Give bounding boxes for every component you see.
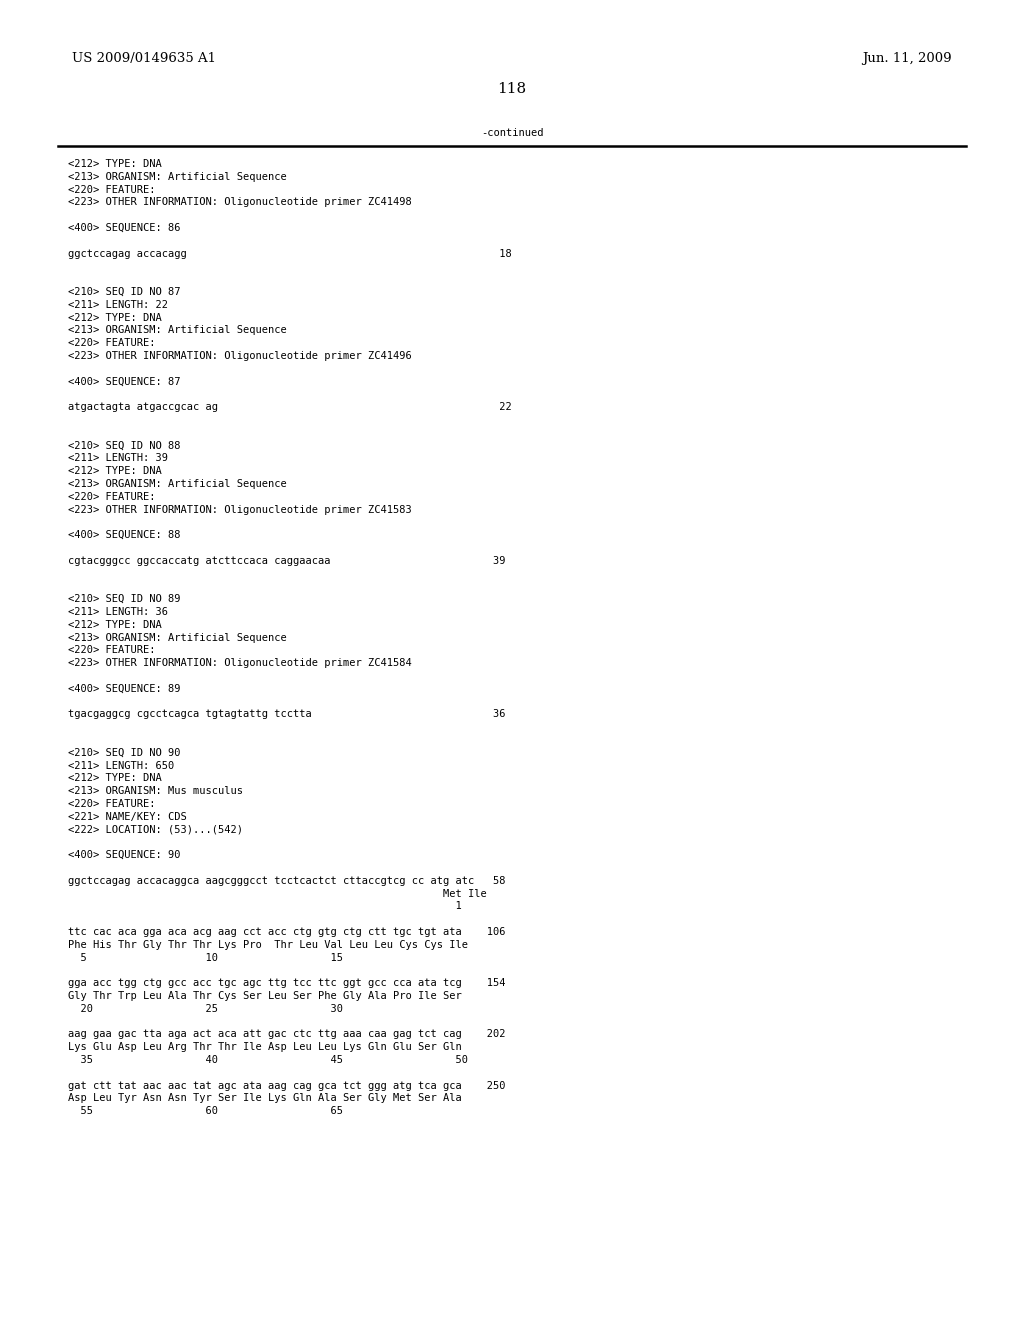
Text: <220> FEATURE:: <220> FEATURE: (68, 645, 156, 656)
Text: 118: 118 (498, 82, 526, 96)
Text: <400> SEQUENCE: 86: <400> SEQUENCE: 86 (68, 223, 180, 234)
Text: <210> SEQ ID NO 90: <210> SEQ ID NO 90 (68, 748, 180, 758)
Text: gga acc tgg ctg gcc acc tgc agc ttg tcc ttc ggt gcc cca ata tcg    154: gga acc tgg ctg gcc acc tgc agc ttg tcc … (68, 978, 506, 989)
Text: <211> LENGTH: 39: <211> LENGTH: 39 (68, 453, 168, 463)
Text: <400> SEQUENCE: 89: <400> SEQUENCE: 89 (68, 684, 180, 694)
Text: <220> FEATURE:: <220> FEATURE: (68, 799, 156, 809)
Text: <212> TYPE: DNA: <212> TYPE: DNA (68, 620, 162, 630)
Text: Asp Leu Tyr Asn Asn Tyr Ser Ile Lys Gln Ala Ser Gly Met Ser Ala: Asp Leu Tyr Asn Asn Tyr Ser Ile Lys Gln … (68, 1093, 462, 1104)
Text: <213> ORGANISM: Artificial Sequence: <213> ORGANISM: Artificial Sequence (68, 326, 287, 335)
Text: <213> ORGANISM: Artificial Sequence: <213> ORGANISM: Artificial Sequence (68, 479, 287, 488)
Text: 35                  40                  45                  50: 35 40 45 50 (68, 1055, 468, 1065)
Text: <212> TYPE: DNA: <212> TYPE: DNA (68, 466, 162, 477)
Text: 55                  60                  65: 55 60 65 (68, 1106, 343, 1117)
Text: <212> TYPE: DNA: <212> TYPE: DNA (68, 774, 162, 783)
Text: <211> LENGTH: 22: <211> LENGTH: 22 (68, 300, 168, 310)
Text: 20                  25                  30: 20 25 30 (68, 1003, 343, 1014)
Text: 1: 1 (68, 902, 462, 911)
Text: <220> FEATURE:: <220> FEATURE: (68, 492, 156, 502)
Text: ttc cac aca gga aca acg aag cct acc ctg gtg ctg ctt tgc tgt ata    106: ttc cac aca gga aca acg aag cct acc ctg … (68, 927, 506, 937)
Text: <213> ORGANISM: Artificial Sequence: <213> ORGANISM: Artificial Sequence (68, 172, 287, 182)
Text: aag gaa gac tta aga act aca att gac ctc ttg aaa caa gag tct cag    202: aag gaa gac tta aga act aca att gac ctc … (68, 1030, 506, 1039)
Text: <220> FEATURE:: <220> FEATURE: (68, 185, 156, 194)
Text: Jun. 11, 2009: Jun. 11, 2009 (862, 51, 952, 65)
Text: Met Ile: Met Ile (68, 888, 486, 899)
Text: <213> ORGANISM: Mus musculus: <213> ORGANISM: Mus musculus (68, 787, 243, 796)
Text: cgtacgggcc ggccaccatg atcttccaca caggaacaa                          39: cgtacgggcc ggccaccatg atcttccaca caggaac… (68, 556, 506, 566)
Text: <212> TYPE: DNA: <212> TYPE: DNA (68, 313, 162, 322)
Text: <223> OTHER INFORMATION: Oligonucleotide primer ZC41498: <223> OTHER INFORMATION: Oligonucleotide… (68, 198, 412, 207)
Text: <400> SEQUENCE: 88: <400> SEQUENCE: 88 (68, 531, 180, 540)
Text: US 2009/0149635 A1: US 2009/0149635 A1 (72, 51, 216, 65)
Text: <223> OTHER INFORMATION: Oligonucleotide primer ZC41584: <223> OTHER INFORMATION: Oligonucleotide… (68, 659, 412, 668)
Text: <211> LENGTH: 36: <211> LENGTH: 36 (68, 607, 168, 616)
Text: <221> NAME/KEY: CDS: <221> NAME/KEY: CDS (68, 812, 186, 822)
Text: gat ctt tat aac aac tat agc ata aag cag gca tct ggg atg tca gca    250: gat ctt tat aac aac tat agc ata aag cag … (68, 1081, 506, 1090)
Text: <210> SEQ ID NO 89: <210> SEQ ID NO 89 (68, 594, 180, 605)
Text: <223> OTHER INFORMATION: Oligonucleotide primer ZC41583: <223> OTHER INFORMATION: Oligonucleotide… (68, 504, 412, 515)
Text: Lys Glu Asp Leu Arg Thr Thr Ile Asp Leu Leu Lys Gln Glu Ser Gln: Lys Glu Asp Leu Arg Thr Thr Ile Asp Leu … (68, 1043, 462, 1052)
Text: <212> TYPE: DNA: <212> TYPE: DNA (68, 158, 162, 169)
Text: <222> LOCATION: (53)...(542): <222> LOCATION: (53)...(542) (68, 825, 243, 834)
Text: 5                   10                  15: 5 10 15 (68, 953, 343, 962)
Text: <211> LENGTH: 650: <211> LENGTH: 650 (68, 760, 174, 771)
Text: <220> FEATURE:: <220> FEATURE: (68, 338, 156, 348)
Text: Gly Thr Trp Leu Ala Thr Cys Ser Leu Ser Phe Gly Ala Pro Ile Ser: Gly Thr Trp Leu Ala Thr Cys Ser Leu Ser … (68, 991, 462, 1001)
Text: <223> OTHER INFORMATION: Oligonucleotide primer ZC41496: <223> OTHER INFORMATION: Oligonucleotide… (68, 351, 412, 360)
Text: atgactagta atgaccgcac ag                                             22: atgactagta atgaccgcac ag 22 (68, 403, 512, 412)
Text: tgacgaggcg cgcctcagca tgtagtattg tcctta                             36: tgacgaggcg cgcctcagca tgtagtattg tcctta … (68, 709, 506, 719)
Text: ggctccagag accacagg                                                  18: ggctccagag accacagg 18 (68, 248, 512, 259)
Text: <400> SEQUENCE: 90: <400> SEQUENCE: 90 (68, 850, 180, 861)
Text: <213> ORGANISM: Artificial Sequence: <213> ORGANISM: Artificial Sequence (68, 632, 287, 643)
Text: ggctccagag accacaggca aagcgggcct tcctcactct cttaccgtcg cc atg atc   58: ggctccagag accacaggca aagcgggcct tcctcac… (68, 875, 506, 886)
Text: <400> SEQUENCE: 87: <400> SEQUENCE: 87 (68, 376, 180, 387)
Text: Phe His Thr Gly Thr Thr Lys Pro  Thr Leu Val Leu Leu Cys Cys Ile: Phe His Thr Gly Thr Thr Lys Pro Thr Leu … (68, 940, 468, 950)
Text: <210> SEQ ID NO 87: <210> SEQ ID NO 87 (68, 286, 180, 297)
Text: <210> SEQ ID NO 88: <210> SEQ ID NO 88 (68, 441, 180, 450)
Text: -continued: -continued (480, 128, 544, 139)
